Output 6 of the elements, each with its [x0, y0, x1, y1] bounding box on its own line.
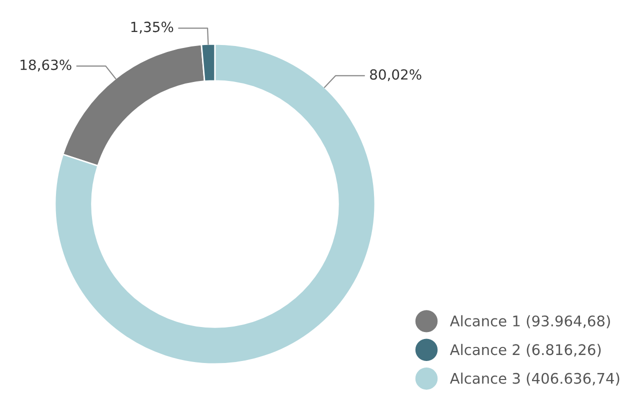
legend-label: Alcance 1 (93.964,68): [450, 315, 610, 328]
data-label: 18,63%: [20, 60, 72, 72]
legend-label: Alcance 2 (6.816,26): [450, 344, 601, 357]
data-label: 80,02%: [370, 69, 422, 82]
data-label: 1,35%: [131, 22, 174, 34]
legend-label: Alcance 3 (406.636,74): [450, 372, 620, 386]
